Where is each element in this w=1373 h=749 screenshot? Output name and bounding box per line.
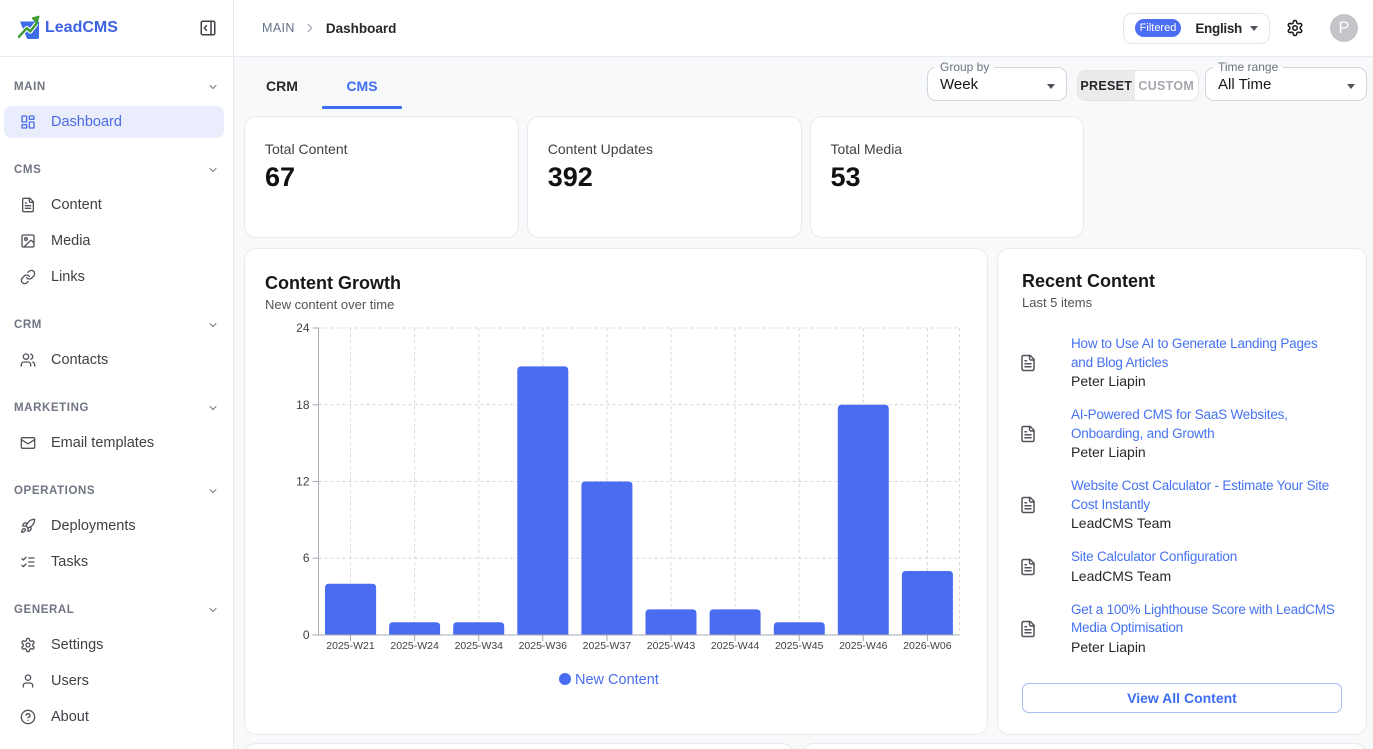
svg-text:2025-W44: 2025-W44 — [711, 640, 760, 652]
svg-text:12: 12 — [296, 475, 310, 489]
svg-text:18: 18 — [296, 398, 310, 412]
svg-text:2025-W45: 2025-W45 — [775, 640, 824, 652]
svg-text:New Content: New Content — [575, 672, 659, 688]
svg-text:0: 0 — [303, 628, 310, 642]
svg-text:24: 24 — [296, 321, 310, 335]
svg-text:2026-W06: 2026-W06 — [903, 640, 952, 652]
svg-text:2025-W34: 2025-W34 — [455, 640, 504, 652]
svg-text:2025-W24: 2025-W24 — [390, 640, 439, 652]
svg-text:2025-W43: 2025-W43 — [647, 640, 696, 652]
svg-text:2025-W21: 2025-W21 — [326, 640, 375, 652]
svg-text:2025-W36: 2025-W36 — [519, 640, 568, 652]
svg-text:2025-W46: 2025-W46 — [839, 640, 888, 652]
svg-text:2025-W37: 2025-W37 — [583, 640, 632, 652]
svg-text:6: 6 — [303, 551, 310, 565]
